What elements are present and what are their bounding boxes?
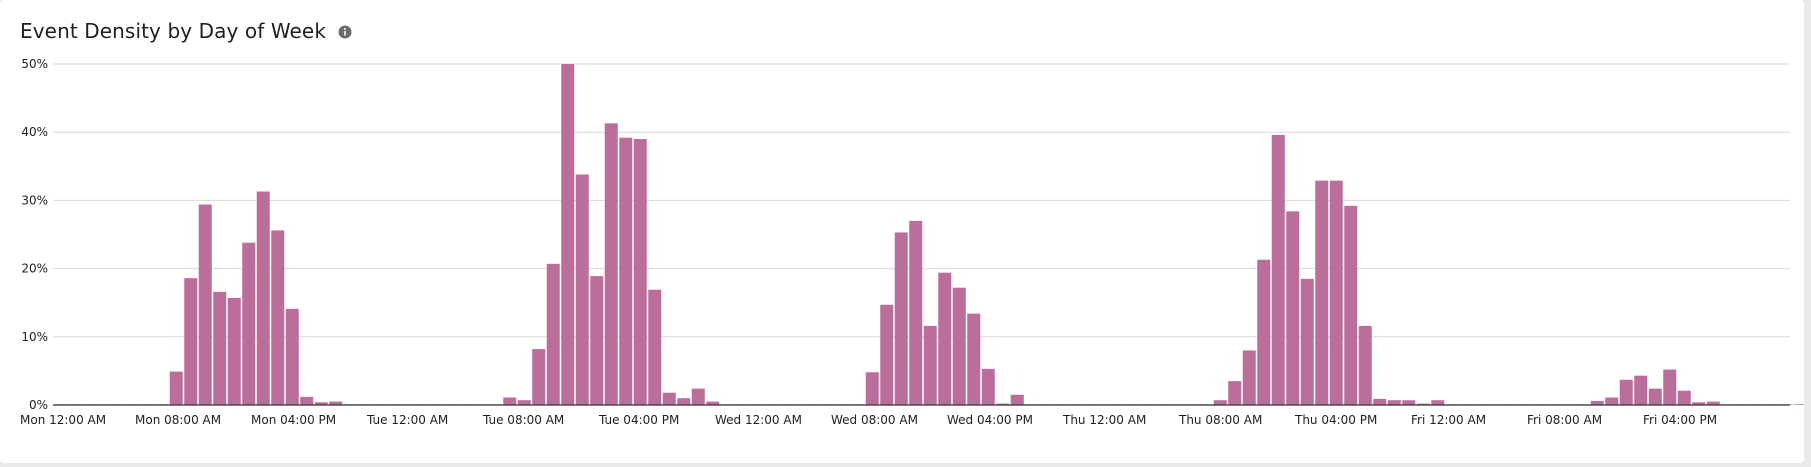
bar xyxy=(996,403,1010,405)
bar xyxy=(1373,398,1387,405)
bar xyxy=(952,287,966,405)
bar xyxy=(1010,394,1024,405)
bar xyxy=(213,291,227,405)
bar xyxy=(1286,211,1300,405)
x-tick-label: Fri 08:00 AM xyxy=(1527,413,1602,427)
bar xyxy=(242,242,256,405)
bar xyxy=(1387,400,1401,405)
bar xyxy=(285,308,299,405)
bar xyxy=(517,400,531,405)
bar xyxy=(561,64,575,405)
bar xyxy=(1692,402,1706,405)
bar xyxy=(329,401,343,405)
bar xyxy=(1619,379,1633,405)
bar xyxy=(706,401,720,405)
bar xyxy=(1605,397,1619,405)
x-tick-label: Thu 04:00 PM xyxy=(1294,413,1377,427)
x-tick-label: Fri 12:00 AM xyxy=(1411,413,1486,427)
bar xyxy=(575,174,589,405)
bar xyxy=(604,123,618,406)
x-tick-label: Tue 08:00 AM xyxy=(482,413,564,427)
bar xyxy=(1257,259,1271,405)
bar xyxy=(633,139,647,405)
bar xyxy=(546,263,560,405)
x-tick-label: Thu 12:00 AM xyxy=(1062,413,1146,427)
bar xyxy=(590,276,604,405)
bar xyxy=(1634,375,1648,405)
chart-title: Event Density by Day of Week xyxy=(20,19,327,43)
y-tick-label: 40% xyxy=(21,125,48,139)
x-tick-label: Tue 04:00 PM xyxy=(598,413,679,427)
bar xyxy=(1228,381,1242,405)
bar xyxy=(271,230,285,405)
y-tick-label: 30% xyxy=(21,193,48,207)
y-tick-label: 10% xyxy=(21,330,48,344)
x-tick-label: Fri 04:00 PM xyxy=(1643,413,1717,427)
bar xyxy=(1242,350,1256,405)
bar xyxy=(1706,401,1720,405)
bar xyxy=(503,397,517,405)
bar xyxy=(184,278,198,405)
bar xyxy=(1344,205,1358,405)
bar xyxy=(300,396,314,405)
bar xyxy=(923,325,937,405)
bar xyxy=(1402,400,1416,405)
bar xyxy=(619,137,633,405)
bar xyxy=(1271,134,1285,406)
bar xyxy=(677,398,691,405)
bar xyxy=(1300,278,1314,405)
bar xyxy=(1677,390,1691,405)
bar xyxy=(256,191,270,405)
bar xyxy=(1213,400,1227,405)
bar xyxy=(1663,369,1677,405)
bar xyxy=(967,313,981,405)
bar xyxy=(1358,325,1372,405)
bar xyxy=(1416,403,1430,405)
bar xyxy=(880,304,894,405)
bar xyxy=(909,220,923,405)
bar xyxy=(648,289,662,405)
x-tick-label: Wed 04:00 PM xyxy=(947,413,1033,427)
y-tick-label: 50% xyxy=(21,57,48,71)
bar xyxy=(314,402,328,405)
x-tick-label: Mon 08:00 AM xyxy=(135,413,221,427)
x-tick-label: Mon 04:00 PM xyxy=(251,413,336,427)
bar xyxy=(981,368,995,405)
bar xyxy=(691,388,705,405)
bar xyxy=(1329,180,1343,405)
x-tick-label: Thu 08:00 AM xyxy=(1178,413,1262,427)
bar xyxy=(1793,404,1804,405)
info-icon[interactable] xyxy=(338,24,352,39)
x-tick-label: Mon 12:00 AM xyxy=(20,413,106,427)
bar xyxy=(1315,180,1329,405)
chart-header: Event Density by Day of Week xyxy=(20,19,352,43)
bar xyxy=(662,392,676,405)
bar xyxy=(938,272,952,405)
bar xyxy=(1431,400,1445,405)
x-tick-label: Tue 12:00 AM xyxy=(366,413,448,427)
bar xyxy=(865,372,879,405)
x-tick-label: Wed 08:00 AM xyxy=(831,413,918,427)
y-tick-label: 0% xyxy=(29,398,48,412)
bar xyxy=(894,232,908,405)
bar xyxy=(532,349,546,405)
y-tick-label: 20% xyxy=(21,262,48,276)
bar xyxy=(1590,400,1604,405)
bar xyxy=(198,204,212,405)
bar xyxy=(227,297,241,405)
x-tick-label: Wed 12:00 AM xyxy=(715,413,802,427)
bar xyxy=(169,371,183,405)
bar xyxy=(1648,388,1662,405)
